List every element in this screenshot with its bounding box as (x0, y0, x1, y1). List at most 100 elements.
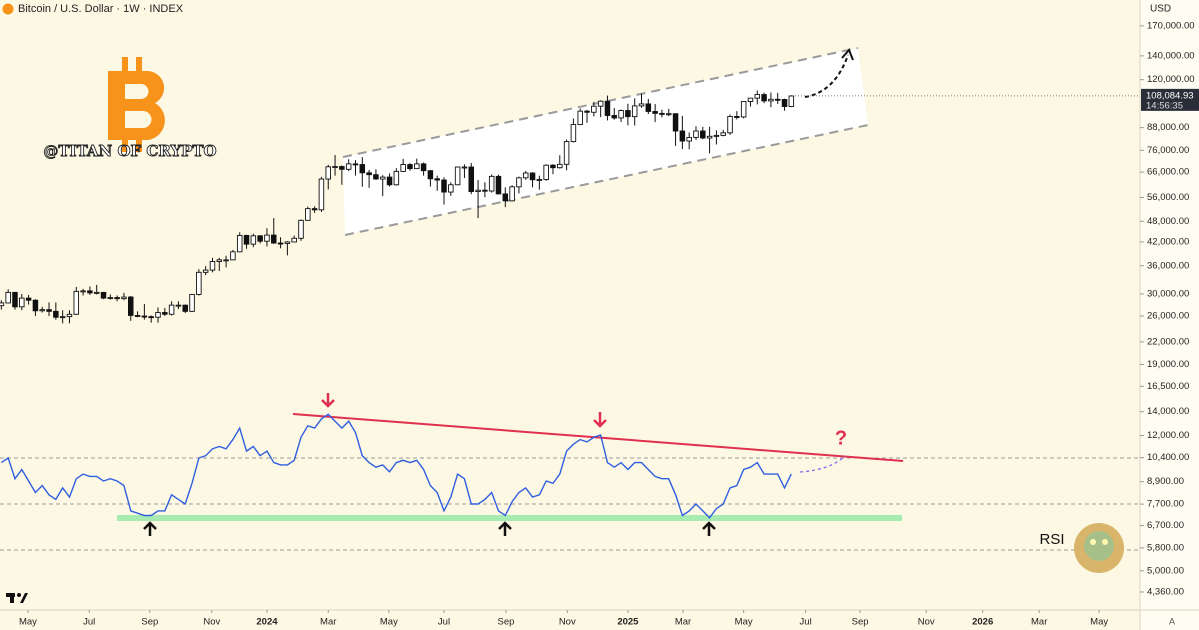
y-tick-label: 5,000.00 (1147, 565, 1184, 576)
candle-body (114, 297, 120, 300)
symbol-icon (2, 3, 14, 15)
rsi-projection (799, 455, 846, 473)
candle-body (168, 304, 175, 315)
symbol-title: Bitcoin / U.S. Dollar · 1W · INDEX (18, 3, 184, 15)
candle-body (39, 309, 45, 312)
y-tick-label: 170,000.00 (1147, 20, 1195, 31)
bitcoin-logo (108, 57, 165, 152)
candle-body (216, 259, 223, 262)
y-tick-label: 7,700.00 (1147, 499, 1184, 510)
logo-stub (122, 135, 128, 152)
candle-body (271, 234, 277, 244)
candle-body (468, 166, 475, 192)
x-tick-label: Mar (675, 617, 691, 628)
candle-body (298, 219, 304, 239)
candle-body (386, 176, 393, 186)
y-tick-label: 140,000.00 (1147, 50, 1195, 61)
x-tick-label: Jul (800, 617, 812, 628)
y-tick-label: 19,000.00 (1147, 359, 1189, 370)
projection-arrowhead (841, 48, 854, 61)
candle-body (202, 269, 209, 273)
up-arrow (702, 521, 716, 536)
scale-mode[interactable]: A (1169, 616, 1175, 626)
candle-body (686, 136, 692, 142)
candle-body (768, 98, 774, 102)
candle-body (121, 296, 127, 300)
candle-body (577, 110, 583, 125)
candle-body (611, 115, 618, 119)
candle-body (420, 163, 427, 172)
y-tick-label: 48,000.00 (1147, 216, 1189, 227)
y-tick-label: 30,000.00 (1147, 288, 1189, 299)
resistance-line (292, 413, 904, 462)
candle-body (522, 172, 529, 179)
candle-body (182, 304, 188, 312)
tv-logo-part (17, 593, 21, 597)
candle-body (665, 113, 672, 116)
x-tick-label: Mar (320, 617, 336, 628)
candle-body (672, 113, 679, 132)
y-tick-label: 120,000.00 (1147, 74, 1195, 85)
candle-body (679, 130, 686, 142)
candle-body (693, 130, 699, 138)
candle-body (264, 234, 270, 242)
candle-body (584, 110, 590, 113)
candle-body (93, 291, 100, 294)
candle-body (107, 297, 114, 300)
logo-stub (136, 57, 142, 75)
candle-body (734, 116, 740, 118)
up-arrow (498, 521, 512, 536)
plot-background (0, 0, 1140, 630)
candle-body (236, 235, 243, 253)
down-arrow (593, 412, 607, 428)
candle-body (591, 105, 597, 113)
candle-body (230, 251, 236, 261)
candle-body (134, 314, 141, 317)
candle-body (359, 164, 366, 174)
candle-body (318, 178, 325, 211)
candle-body (25, 297, 32, 301)
candle-body (5, 291, 11, 304)
candle-body (209, 261, 216, 271)
candle-body (727, 116, 733, 134)
last-price-label: 108,084.93 (1146, 90, 1194, 101)
candle-body (373, 174, 379, 180)
x-tick-label: Nov (918, 617, 935, 628)
y-tick-label: 4,360.00 (1147, 586, 1184, 597)
candle-body (291, 237, 297, 243)
channel-fill (343, 48, 868, 235)
x-tick-label: May (19, 617, 37, 628)
y-tick-label: 16,500.00 (1147, 381, 1189, 392)
price-projection (804, 54, 849, 98)
watermark: @TITAN OF CRYPTO (43, 142, 216, 160)
candle-body (0, 302, 5, 307)
y-tick-label: 12,000.00 (1147, 430, 1189, 441)
candle-body (706, 135, 713, 139)
candle-body (781, 99, 788, 107)
candle-body (19, 297, 25, 308)
candle-body (189, 293, 195, 312)
candle-body (223, 259, 229, 262)
x-tick-label: 2025 (617, 617, 639, 628)
candle-body (257, 235, 263, 242)
y-tick-label: 76,000.00 (1147, 145, 1189, 156)
x-tick-label: May (1090, 617, 1108, 628)
candle-body (345, 163, 352, 170)
candle-body (618, 110, 624, 119)
logo-stub (136, 135, 142, 152)
candle-body (502, 193, 509, 202)
candle-body (488, 175, 495, 192)
candle-body (475, 189, 481, 192)
y-tick-label: 88,000.00 (1147, 122, 1189, 133)
candle-body (441, 179, 447, 193)
candle-body (59, 316, 66, 319)
candle-body (761, 94, 767, 102)
candle-body (754, 94, 761, 99)
candle-body (631, 105, 638, 118)
candle-body (196, 271, 202, 295)
candle-body (774, 98, 781, 101)
candle-body (148, 316, 154, 319)
candle-body (563, 141, 570, 165)
candle-body (141, 315, 148, 318)
candle-body (277, 242, 284, 245)
